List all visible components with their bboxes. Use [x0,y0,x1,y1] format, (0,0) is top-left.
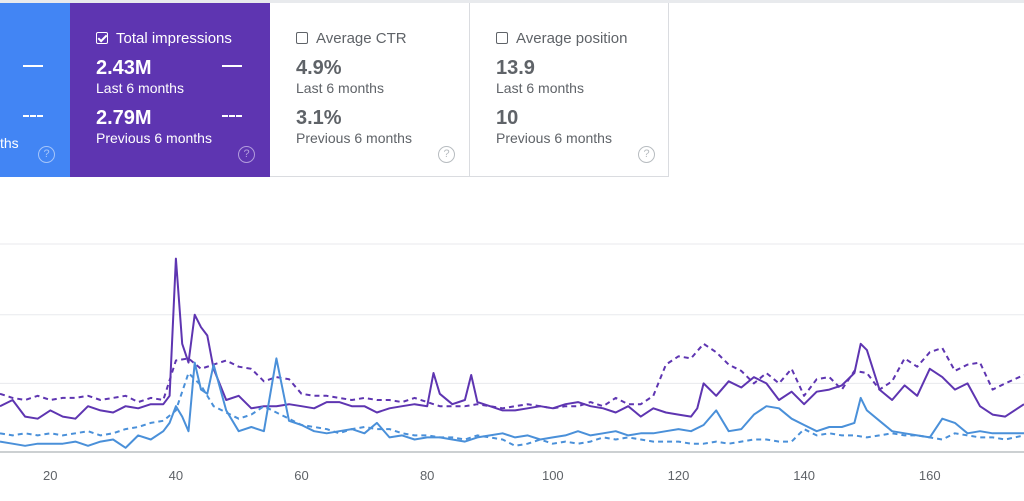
x-tick-label: 20 [43,468,57,483]
help-icon[interactable]: ? [638,146,655,163]
ctr-prev-value: 3.1% [296,107,342,129]
clicks-previous-period-label: ths [0,135,19,151]
impressions-label: Total impressions [116,29,232,47]
metric-card-ctr[interactable]: Average CTR 4.9% Last 6 months 3.1% Prev… [270,3,470,177]
metric-card-clicks[interactable]: ths ? [0,3,70,177]
x-tick-label: 100 [542,468,564,483]
ctr-period: Last 6 months [296,80,384,96]
impressions-value: 2.43M [96,57,152,79]
x-tick-label: 140 [793,468,815,483]
x-tick-label: 80 [420,468,434,483]
ctr-value: 4.9% [296,57,342,79]
position-value: 13.9 [496,57,535,79]
series-line-impressions_last [0,257,1024,420]
checkbox-unchecked-icon[interactable] [296,32,308,44]
current-period-legend-solid [23,65,43,67]
metric-card-position[interactable]: Average position 13.9 Last 6 months 10 P… [469,3,669,177]
position-prev-period: Previous 6 months [496,130,612,146]
help-icon[interactable]: ? [38,146,55,163]
series-line-impressions_previous [0,342,1024,410]
impressions-period: Last 6 months [96,80,184,96]
ctr-prev-period: Previous 6 months [296,130,412,146]
checkbox-unchecked-icon[interactable] [496,32,508,44]
x-tick-label: 40 [169,468,183,483]
position-period: Last 6 months [496,80,584,96]
previous-period-legend-dashed [222,115,242,117]
position-label: Average position [516,29,628,47]
checkbox-checked-icon[interactable] [96,32,108,44]
current-period-legend-solid [222,65,242,67]
ctr-label: Average CTR [316,29,407,47]
x-tick-label: 60 [294,468,308,483]
position-prev-value: 10 [496,107,519,129]
metric-card-impressions[interactable]: Total impressions 2.43M Last 6 months 2.… [70,3,270,177]
impressions-prev-period: Previous 6 months [96,130,212,146]
impressions-prev-value: 2.79M [96,107,152,129]
help-icon[interactable]: ? [238,146,255,163]
x-tick-label: 120 [668,468,690,483]
performance-line-chart[interactable]: 20 40 60 80 100 120 140 160 [0,230,1024,501]
help-icon[interactable]: ? [438,146,455,163]
series-line-clicks_previous [0,372,1024,447]
x-tick-label: 160 [919,468,941,483]
top-divider [0,0,1024,3]
series-line-clicks_last [0,357,1024,449]
previous-period-legend-dashed [23,115,43,117]
